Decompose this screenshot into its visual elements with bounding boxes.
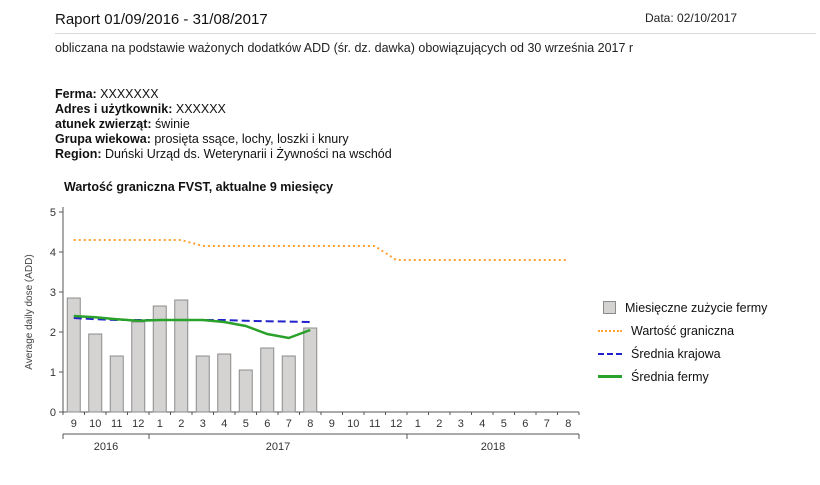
chart-legend: Miesięczne zużycie fermy Wartość granicz… xyxy=(598,296,767,388)
svg-text:1: 1 xyxy=(415,418,421,430)
svg-text:11: 11 xyxy=(369,418,380,430)
legend-label: Średnia fermy xyxy=(631,369,709,384)
dashed-line-swatch-icon xyxy=(598,352,622,355)
svg-text:8: 8 xyxy=(307,418,313,430)
info-row-grupa: Grupa wiekowa: prosięta ssące, lochy, lo… xyxy=(55,132,392,147)
svg-text:7: 7 xyxy=(286,418,292,430)
info-label: Ferma: xyxy=(55,87,97,101)
info-value: Duński Urząd ds. Weterynarii i Żywności … xyxy=(105,146,392,161)
legend-label: Wartość graniczna xyxy=(631,323,735,338)
info-label: atunek zwierząt: xyxy=(55,116,152,131)
svg-text:2018: 2018 xyxy=(481,441,505,453)
svg-text:3: 3 xyxy=(50,287,56,299)
svg-text:12: 12 xyxy=(132,418,144,430)
chart-area: 0 1 2 3 4 5 9 10 11 12 1 2 3 4 5 6 7 8 9 10 11 12 1 2 3 4 5 6 7 8 2016… xyxy=(20,198,595,460)
svg-text:3: 3 xyxy=(200,418,206,430)
bar-swatch-icon xyxy=(603,301,616,314)
legend-item-farm-average: Średnia fermy xyxy=(598,365,767,388)
report-subtitle: obliczana na podstawie ważonych dodatków… xyxy=(55,41,634,55)
svg-text:7: 7 xyxy=(544,418,550,430)
info-row-adres: Adres i użytkownik: XXXXXX xyxy=(55,102,392,117)
info-value: świnie xyxy=(155,116,190,131)
legend-item-limit-value: Wartość graniczna xyxy=(598,319,767,342)
legend-item-national-average: Średnia krajowa xyxy=(598,342,767,365)
svg-text:5: 5 xyxy=(50,207,56,219)
dotted-line-swatch-icon xyxy=(598,329,622,332)
info-value: XXXXXXX xyxy=(100,87,159,101)
info-row-ferma: Ferma: XXXXXXX xyxy=(55,87,392,102)
svg-text:9: 9 xyxy=(329,418,335,430)
svg-text:4: 4 xyxy=(50,247,56,259)
legend-item-monthly-usage: Miesięczne zużycie fermy xyxy=(598,296,767,319)
svg-text:6: 6 xyxy=(522,418,528,430)
solid-line-swatch-icon xyxy=(598,375,622,378)
chart-title: Wartość graniczna FVST, aktualne 9 miesi… xyxy=(64,180,334,194)
svg-text:2: 2 xyxy=(50,327,56,339)
svg-text:8: 8 xyxy=(565,418,571,430)
info-label: Adres i użytkownik: xyxy=(55,101,173,116)
legend-label: Średnia krajowa xyxy=(631,346,721,361)
info-label: Grupa wiekowa: xyxy=(55,131,151,146)
svg-text:1: 1 xyxy=(157,418,163,430)
svg-text:9: 9 xyxy=(71,418,77,430)
svg-text:2: 2 xyxy=(436,418,442,430)
svg-text:6: 6 xyxy=(264,418,270,430)
svg-text:0: 0 xyxy=(50,407,56,419)
legend-label: Miesięczne zużycie fermy xyxy=(625,300,768,315)
info-block: Ferma: XXXXXXX Adres i użytkownik: XXXXX… xyxy=(55,87,392,162)
svg-text:5: 5 xyxy=(243,418,249,430)
info-row-gatunek: atunek zwierząt: świnie xyxy=(55,117,392,132)
svg-text:4: 4 xyxy=(221,418,227,430)
svg-text:2016: 2016 xyxy=(94,441,118,453)
svg-text:2: 2 xyxy=(178,418,184,430)
svg-text:11: 11 xyxy=(111,418,122,430)
report-date: Data: 02/10/2017 xyxy=(645,11,738,25)
svg-text:10: 10 xyxy=(347,418,359,430)
info-value: XXXXXX xyxy=(175,101,226,116)
svg-text:10: 10 xyxy=(89,418,101,430)
svg-text:5: 5 xyxy=(501,418,507,430)
report-header: Raport 01/09/2016 - 31/08/2017 xyxy=(55,4,816,34)
svg-text:4: 4 xyxy=(479,418,485,430)
svg-text:12: 12 xyxy=(390,418,402,430)
info-row-region: Region: Duński Urząd ds. Weterynarii i Ż… xyxy=(55,147,392,162)
report-title: Raport 01/09/2016 - 31/08/2017 xyxy=(55,11,268,28)
info-label: Region: xyxy=(55,146,102,161)
svg-text:2017: 2017 xyxy=(266,441,290,453)
info-value: prosięta ssące, lochy, loszki i knury xyxy=(154,131,349,146)
svg-text:3: 3 xyxy=(458,418,464,430)
svg-text:1: 1 xyxy=(50,367,56,379)
svg-text:Average daily dose (ADD): Average daily dose (ADD) xyxy=(24,254,35,369)
